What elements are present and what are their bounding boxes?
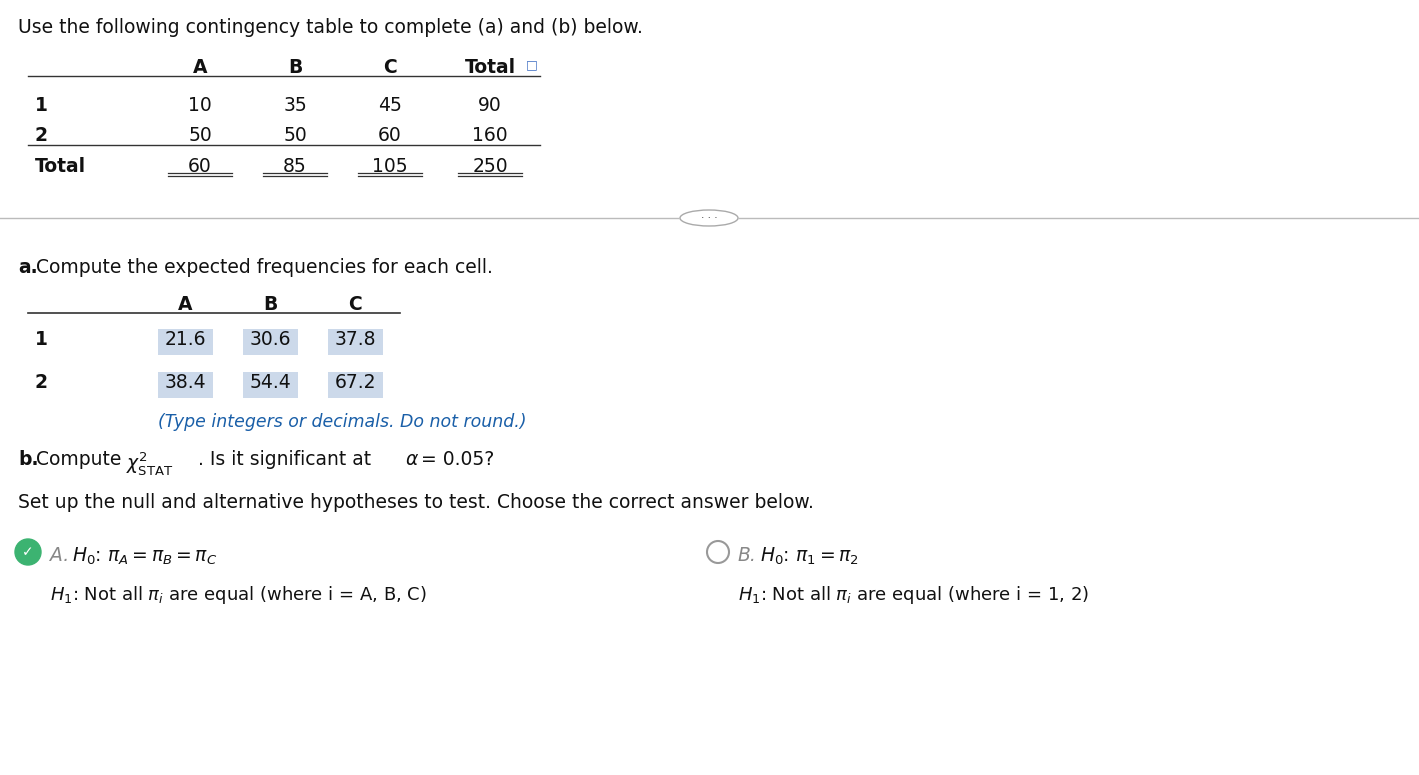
Text: 1: 1: [35, 330, 48, 349]
Text: 2: 2: [35, 373, 48, 392]
FancyBboxPatch shape: [158, 372, 213, 398]
Text: $H_0$: $\pi_A = \pi_B = \pi_C$: $H_0$: $\pi_A = \pi_B = \pi_C$: [72, 546, 217, 567]
Text: 160: 160: [473, 126, 508, 145]
Text: 38.4: 38.4: [165, 373, 206, 392]
Text: Compute: Compute: [35, 450, 128, 469]
Text: 2: 2: [35, 126, 48, 145]
Text: 105: 105: [372, 157, 407, 176]
Text: 60: 60: [377, 126, 402, 145]
Text: B: B: [263, 295, 277, 314]
Text: B.: B.: [738, 546, 756, 565]
Text: Use the following contingency table to complete (a) and (b) below.: Use the following contingency table to c…: [18, 18, 643, 37]
Text: 60: 60: [189, 157, 211, 176]
Text: C: C: [348, 295, 362, 314]
FancyBboxPatch shape: [158, 329, 213, 355]
FancyBboxPatch shape: [328, 372, 383, 398]
Text: 50: 50: [189, 126, 211, 145]
Text: Total: Total: [464, 58, 515, 77]
Text: 1: 1: [35, 96, 48, 115]
Text: $\alpha$: $\alpha$: [404, 450, 419, 469]
Text: 67.2: 67.2: [335, 373, 376, 392]
Text: 37.8: 37.8: [335, 330, 376, 349]
Ellipse shape: [680, 210, 738, 226]
Text: Total: Total: [35, 157, 87, 176]
Text: = 0.05?: = 0.05?: [421, 450, 494, 469]
Circle shape: [16, 539, 41, 565]
FancyBboxPatch shape: [243, 372, 298, 398]
Text: 21.6: 21.6: [165, 330, 206, 349]
Text: 85: 85: [284, 157, 307, 176]
FancyBboxPatch shape: [243, 329, 298, 355]
Text: · · ·: · · ·: [701, 213, 718, 223]
Text: 250: 250: [473, 157, 508, 176]
Text: ✓: ✓: [23, 545, 34, 559]
Text: Set up the null and alternative hypotheses to test. Choose the correct answer be: Set up the null and alternative hypothes…: [18, 493, 815, 512]
Text: 54.4: 54.4: [250, 373, 291, 392]
Text: 50: 50: [284, 126, 307, 145]
FancyBboxPatch shape: [328, 329, 383, 355]
Text: $H_1$: Not all $\pi_i$ are equal (where i = A, B, C): $H_1$: Not all $\pi_i$ are equal (where …: [50, 584, 427, 606]
Text: 45: 45: [377, 96, 402, 115]
Text: □: □: [526, 58, 538, 71]
Text: . Is it significant at: . Is it significant at: [199, 450, 377, 469]
Text: $\chi^2_{\mathrm{STAT}}$: $\chi^2_{\mathrm{STAT}}$: [126, 450, 173, 477]
Text: B: B: [288, 58, 302, 77]
Text: A: A: [177, 295, 192, 314]
Text: Compute the expected frequencies for each cell.: Compute the expected frequencies for eac…: [35, 258, 492, 277]
Text: $H_1$: Not all $\pi_i$ are equal (where i = 1, 2): $H_1$: Not all $\pi_i$ are equal (where …: [738, 584, 1088, 606]
Text: 90: 90: [478, 96, 502, 115]
Circle shape: [707, 541, 729, 563]
Text: b.: b.: [18, 450, 38, 469]
Text: C: C: [383, 58, 397, 77]
Text: A.: A.: [50, 546, 70, 565]
Text: 30.6: 30.6: [250, 330, 291, 349]
Text: (Type integers or decimals. Do not round.): (Type integers or decimals. Do not round…: [158, 413, 526, 431]
Text: 10: 10: [189, 96, 211, 115]
Text: $H_0$: $\pi_1 = \pi_2$: $H_0$: $\pi_1 = \pi_2$: [761, 546, 858, 567]
Text: A: A: [193, 58, 207, 77]
Text: a.: a.: [18, 258, 38, 277]
Text: 35: 35: [284, 96, 307, 115]
